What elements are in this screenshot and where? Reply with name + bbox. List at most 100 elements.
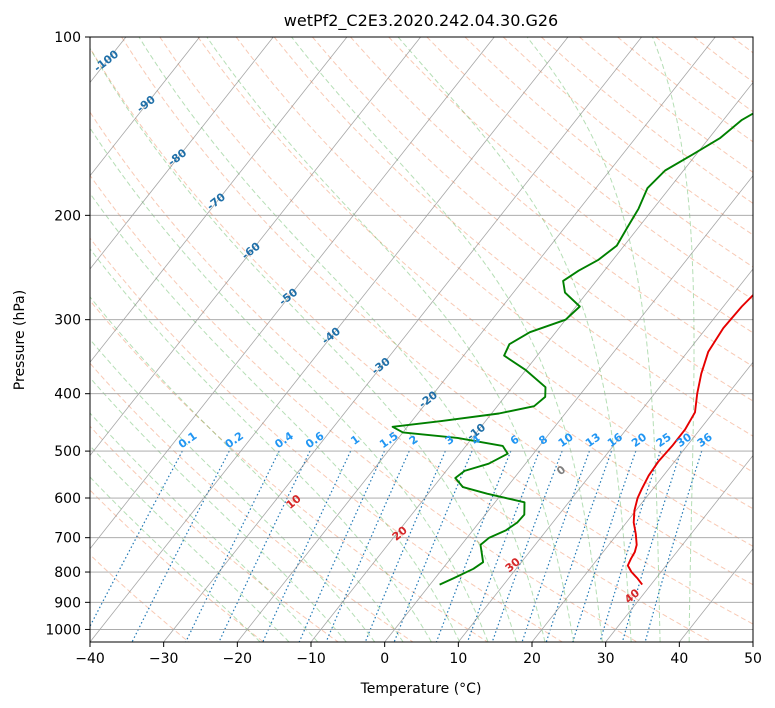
moist-adiabat — [206, 37, 575, 642]
x-tick-label: 30 — [597, 651, 615, 667]
dry-adiabat — [693, 37, 753, 83]
chart-title: wetPf2_C2E3.2020.242.04.30.G26 — [284, 11, 558, 31]
mixing-ratio-label: 30 — [674, 430, 694, 450]
dry-adiabat — [90, 554, 190, 642]
y-tick-label: 1000 — [45, 622, 81, 638]
isotherm-label: -40 — [319, 324, 343, 347]
mixing-ratio-label: 36 — [695, 430, 715, 450]
isotherm-label: -80 — [166, 146, 190, 169]
dry-adiabat — [197, 37, 753, 510]
dewpoint-line — [391, 112, 753, 586]
dry-adiabat — [90, 111, 712, 642]
mixing-ratio-label: 10 — [556, 430, 576, 450]
background-lines — [90, 37, 775, 642]
y-tick-label: 200 — [54, 208, 81, 224]
moist-adiabat — [397, 37, 632, 642]
dry-adiabat — [770, 37, 775, 642]
isotherm-label: -90 — [134, 93, 158, 116]
x-tick-label: 20 — [523, 651, 541, 667]
mixing-ratio-label: 13 — [583, 430, 603, 449]
dry-adiabat — [426, 37, 753, 301]
y-tick-label: 500 — [54, 444, 81, 460]
dry-adiabat — [90, 489, 264, 642]
mixing-ratio-line — [218, 450, 311, 642]
isotherm-line — [90, 37, 569, 642]
x-tick-label: −20 — [223, 651, 253, 667]
dry-adiabat — [312, 37, 753, 402]
moist-adiabat — [291, 37, 603, 642]
isotherm-label: -100 — [91, 47, 121, 74]
mixing-ratio-line — [185, 450, 280, 642]
moist-adiabat — [90, 192, 461, 642]
y-tick-label: 800 — [54, 565, 81, 581]
mixing-ratio-line — [644, 450, 703, 642]
mixing-ratio-line — [621, 450, 682, 642]
mixing-ratio-line — [364, 450, 446, 642]
isotherm-line — [605, 454, 753, 642]
dry-adiabat — [159, 37, 753, 547]
isotherm-label: -60 — [239, 239, 263, 262]
isotherm-line — [531, 361, 753, 642]
mixing-ratio-label: 20 — [629, 430, 649, 450]
mixing-ratio-line — [545, 450, 613, 642]
isotherm-line — [90, 37, 495, 550]
plot-frame — [89, 36, 754, 643]
moist-adiabat — [90, 47, 517, 642]
moist-adiabat — [90, 476, 261, 642]
moist-adiabat — [90, 412, 319, 642]
moist-adiabat — [652, 37, 695, 642]
isotherm-line — [237, 37, 716, 642]
mixing-ratio-line — [262, 450, 352, 642]
x-tick-label: −10 — [296, 651, 326, 667]
isotherm-line — [458, 268, 753, 642]
dry-adiabat — [388, 37, 753, 334]
mixing-ratio-label: 0.2 — [223, 429, 246, 451]
y-tick-label: 600 — [54, 491, 81, 507]
dry-adiabat — [90, 362, 414, 642]
x-tick-label: 40 — [670, 651, 688, 667]
isotherm-label: -20 — [416, 388, 440, 411]
mixing-ratio-line — [435, 450, 512, 642]
mixing-ratio-label: 1 — [348, 433, 362, 448]
mixing-ratio-line — [491, 450, 563, 642]
dry-adiabat — [464, 37, 753, 268]
mixing-ratio-label: 16 — [605, 430, 625, 450]
isotherm-label: -30 — [369, 355, 393, 378]
isotherm-line — [90, 37, 348, 363]
x-tick-label: −40 — [75, 651, 105, 667]
dry-adiabat — [350, 37, 753, 368]
y-tick-label: 900 — [54, 595, 81, 611]
x-axis-label: Temperature (°C) — [360, 681, 482, 697]
dry-adiabat — [731, 37, 753, 54]
mixing-ratio-label: 1.5 — [377, 429, 400, 451]
axis-ticks: −40 −30 −20 −10 0 10 20 30 40 5010020030040050060… — [45, 30, 762, 667]
mixing-ratio-label: 0.6 — [303, 429, 327, 451]
mixing-ratio-line — [572, 450, 637, 642]
moist-adiabat — [138, 37, 546, 642]
isotherm-label: -70 — [204, 190, 228, 213]
dry-adiabat — [90, 237, 563, 642]
isotherm-line — [163, 37, 642, 642]
isotherm-line — [90, 37, 200, 177]
isotherm-line — [384, 175, 753, 642]
y-tick-label: 100 — [54, 30, 81, 46]
moist-adiabat — [90, 127, 489, 642]
y-axis-label: Pressure (hPa) — [12, 290, 28, 390]
dry-adiabat — [90, 299, 488, 642]
moist-adiabat — [90, 296, 404, 642]
isotherm-line — [90, 37, 274, 270]
x-tick-label: −30 — [149, 651, 179, 667]
y-tick-label: 300 — [54, 313, 81, 329]
y-tick-label: 700 — [54, 531, 81, 547]
isotherm-line — [310, 81, 753, 642]
mixing-ratio-line — [90, 450, 183, 628]
moist-adiabat — [90, 338, 376, 642]
y-tick-label: 400 — [54, 387, 81, 403]
profile-lines — [391, 112, 753, 586]
mixing-ratio-line — [466, 450, 540, 642]
moist-adiabat — [90, 445, 290, 642]
isotherm-line — [752, 641, 753, 642]
moist-adiabat — [90, 377, 347, 642]
x-tick-label: 10 — [449, 651, 467, 667]
